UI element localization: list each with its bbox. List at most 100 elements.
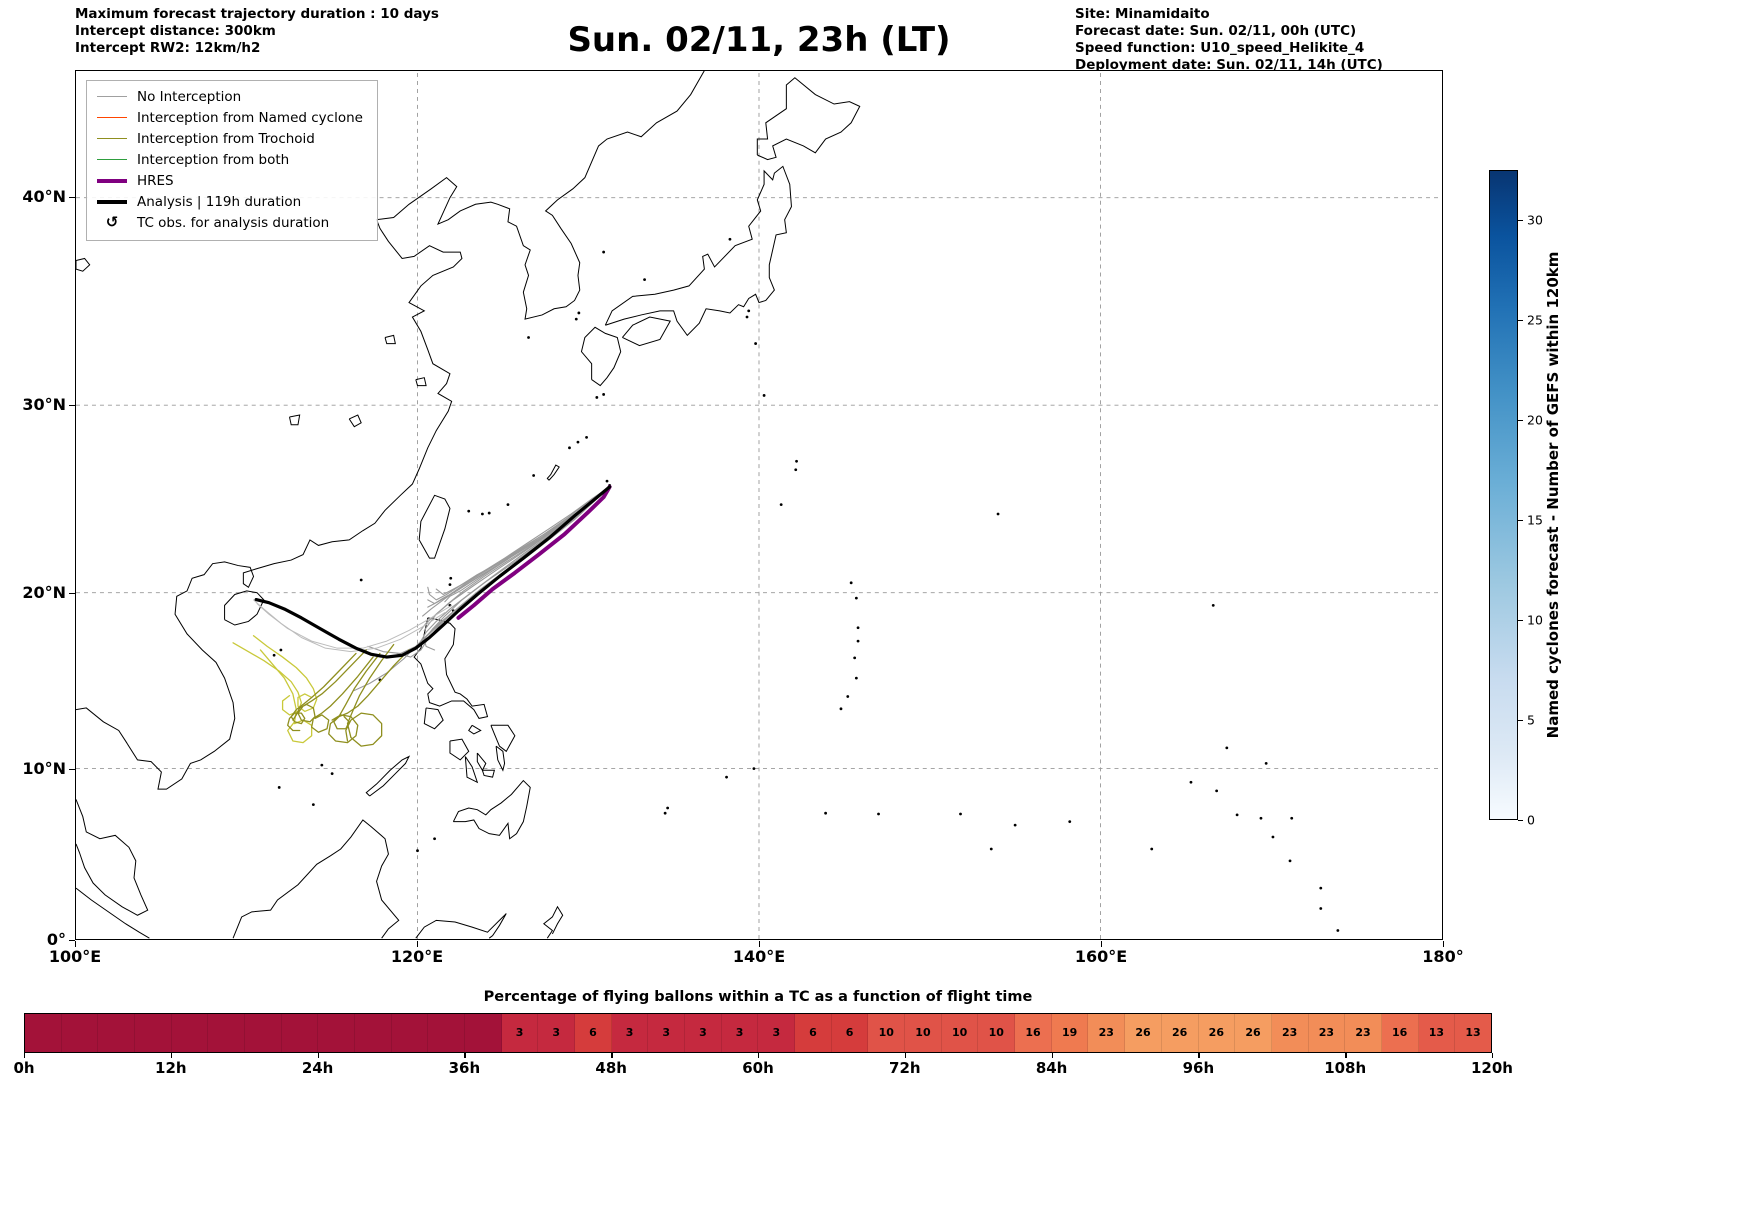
coastline xyxy=(468,724,482,735)
coastline xyxy=(546,464,560,481)
y-axis-tick xyxy=(69,197,75,199)
island-dot xyxy=(1319,907,1323,910)
strip-segment xyxy=(281,1014,319,1052)
orangered-line-sample xyxy=(97,117,127,118)
island-dot xyxy=(1189,780,1193,784)
flight-time-strip: 3 3 6 3 3 3 3 3 6 6 10 10 10 10 16 19 23 26 26 26 26 23 23 23 16… xyxy=(24,1013,1492,1053)
coastline xyxy=(415,913,507,939)
intercept-rw2-text: Intercept RW2: 12km/h2 xyxy=(75,40,261,56)
strip-segment: 3 xyxy=(758,1014,796,1052)
strip-axis-tick xyxy=(758,1053,760,1058)
coastline xyxy=(543,905,564,939)
island-dot xyxy=(487,511,491,515)
y-axis-tick xyxy=(69,940,75,942)
island-dot xyxy=(449,576,453,580)
strip-segment: 23 xyxy=(1308,1014,1346,1052)
island-dot xyxy=(856,639,860,643)
trajectory-gray xyxy=(427,486,611,601)
strip-tick-label: 0h xyxy=(13,1059,35,1077)
coastline xyxy=(495,745,506,772)
island-dot xyxy=(602,250,606,254)
map-legend: No Interception Interception from Named … xyxy=(86,80,378,241)
colorbar-tick xyxy=(1518,820,1523,822)
header-right-block: Site: Minamidaito Forecast date: Sun. 02… xyxy=(1075,6,1383,74)
x-tick-label-180: 180° xyxy=(1422,947,1464,966)
strip-axis-tick xyxy=(317,1053,319,1058)
trajectory-gray xyxy=(435,486,611,596)
gray-line-sample xyxy=(97,96,127,97)
strip-segment: 26 xyxy=(1235,1014,1272,1052)
x-tick-label-120E: 120°E xyxy=(390,947,444,966)
coastline xyxy=(365,755,411,797)
island-dot xyxy=(1211,603,1215,607)
strip-segment: 3 xyxy=(538,1014,576,1052)
strip-segment xyxy=(318,1014,356,1052)
strip-segment: 6 xyxy=(795,1014,832,1052)
strip-segment: 23 xyxy=(1345,1014,1382,1052)
island-dot xyxy=(854,676,858,680)
olive-line-sample xyxy=(97,138,127,139)
trajectory-olive xyxy=(287,652,357,732)
coastline xyxy=(580,326,622,387)
island-dot xyxy=(747,309,751,313)
trajectory-black xyxy=(254,485,612,659)
island-dot xyxy=(1319,886,1323,890)
island-dot xyxy=(1336,929,1340,932)
island-dot xyxy=(666,806,670,810)
colorbar-tick-label: 10 xyxy=(1527,612,1543,628)
strip-segment: 23 xyxy=(1271,1014,1309,1052)
island-dot xyxy=(839,707,843,711)
island-dot xyxy=(1290,816,1294,820)
y-tick-label-0: 0° xyxy=(46,930,66,949)
x-axis-tick xyxy=(759,941,761,947)
legend-label: No Interception xyxy=(137,88,242,105)
strip-segment: 13 xyxy=(1418,1014,1456,1052)
legend-row-tc-obs: ↺ TC obs. for analysis duration xyxy=(97,212,363,233)
island-dot xyxy=(585,435,588,439)
colorbar-ticks: 0 5 10 15 20 25 30 xyxy=(1518,170,1564,828)
legend-row-both: Interception from both xyxy=(97,149,363,170)
island-dot xyxy=(1235,813,1239,817)
island-dot xyxy=(663,811,667,815)
strip-segment xyxy=(135,1014,172,1052)
island-dot xyxy=(849,581,853,585)
island-dot xyxy=(762,394,766,397)
colorbar-tick xyxy=(1518,620,1523,622)
strip-tick-label: 12h xyxy=(155,1059,187,1077)
island-dot xyxy=(1259,816,1263,820)
strip-tick-label: 60h xyxy=(742,1059,774,1077)
island-dot xyxy=(605,479,609,483)
island-dot xyxy=(568,446,571,450)
island-dot xyxy=(795,459,798,463)
trajectory-gray xyxy=(427,486,611,605)
y-axis-tick xyxy=(69,769,75,771)
strip-segment xyxy=(428,1014,466,1052)
lake-outline xyxy=(384,334,396,345)
strip-tick-label: 72h xyxy=(889,1059,921,1077)
x-tick-label-140E: 140°E xyxy=(732,947,786,966)
x-axis-tick xyxy=(75,941,77,947)
trajectory-purple xyxy=(456,484,612,620)
strip-segment: 3 xyxy=(721,1014,759,1052)
strip-tick-label: 120h xyxy=(1471,1059,1513,1077)
island-dot xyxy=(779,503,783,506)
x-axis-tick xyxy=(1443,941,1445,947)
island-dot xyxy=(1215,789,1219,793)
island-dot xyxy=(1068,820,1072,824)
x-axis-tick xyxy=(1101,941,1103,947)
strip-tick-label: 84h xyxy=(1035,1059,1068,1077)
strip-segment: 13 xyxy=(1455,1014,1491,1052)
lake-outline xyxy=(288,414,301,426)
strip-segment: 6 xyxy=(831,1014,869,1052)
page-title: Sun. 02/11, 23h (LT) xyxy=(567,20,951,60)
island-dot xyxy=(448,583,452,587)
trajectory-olive xyxy=(328,652,381,744)
coastline xyxy=(464,756,479,784)
strip-segment: 6 xyxy=(575,1014,612,1052)
coastline xyxy=(452,779,531,840)
strip-axis-tick xyxy=(464,1053,466,1058)
colorbar-tick xyxy=(1518,220,1523,222)
coastline xyxy=(604,165,792,337)
island-dot xyxy=(725,775,728,779)
strip-segment xyxy=(465,1014,502,1052)
